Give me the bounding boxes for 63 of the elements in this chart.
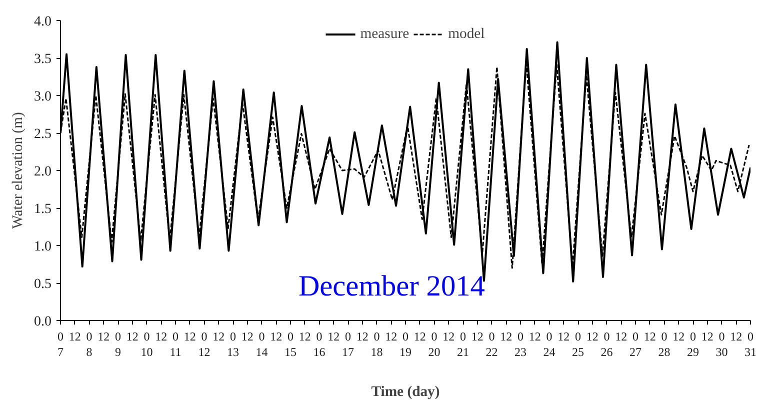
x-tick-label: 12: [615, 330, 628, 344]
y-tick-label: 0.0: [34, 314, 52, 330]
x-tick-label: 0 9: [115, 330, 121, 359]
x-tick-label: 12: [98, 330, 110, 344]
y-tick-label: 1.0: [34, 240, 52, 254]
x-tick-label: 0 8: [86, 330, 92, 359]
y-tick-label: 1.5: [34, 202, 52, 217]
x-tick-label: 12: [558, 330, 570, 344]
x-tick-label: 0 26: [600, 330, 613, 359]
y-tick-label: 3.5: [34, 52, 52, 67]
x-tick-label: 12: [212, 330, 225, 344]
x-tick-label: 12: [298, 330, 311, 344]
x-tick-label: 0 28: [658, 330, 670, 359]
x-tick-label: 0 11: [170, 330, 182, 359]
x-tick-label: 12: [471, 330, 484, 344]
x-tick-label: 12: [68, 330, 81, 344]
y-tick-label: 2.5: [34, 127, 52, 142]
x-tick-label: 12: [126, 330, 138, 344]
x-tick-label: 0 14: [256, 330, 268, 359]
x-tick-label: 12: [270, 330, 282, 344]
legend-label: model: [448, 26, 485, 42]
x-tick-label: 0 21: [457, 330, 469, 359]
x-tick-label: 0 19: [400, 330, 412, 359]
x-tick-label: 0 15: [284, 330, 296, 359]
y-tick-label: 0.5: [34, 277, 52, 292]
x-tick-label: 0 29: [687, 330, 699, 359]
x-tick-label: 12: [586, 330, 598, 344]
annotation: December 2014: [298, 270, 486, 302]
x-tick-label: 0 12: [198, 330, 210, 359]
x-tick-label: 0 22: [486, 330, 498, 359]
x-tick-label: 12: [414, 330, 426, 344]
x-tick-label: 0 13: [227, 330, 239, 359]
x-axis-title: Time (day): [371, 384, 440, 400]
y-axis-title: Water elevation (m): [10, 112, 26, 229]
x-tick-label: 12: [442, 330, 455, 344]
x-tick-label: 12: [500, 330, 512, 344]
x-tick-label: 0 27: [630, 330, 642, 359]
x-tick-label: 0 30: [716, 330, 728, 359]
y-tick-label: 4.0: [34, 14, 52, 30]
x-tick-label: 12: [701, 330, 714, 344]
x-tick-label: 12: [328, 330, 340, 344]
x-tick-label: 12: [672, 330, 685, 344]
x-tick-label: 12: [155, 330, 168, 344]
y-tick-label: 3.0: [34, 90, 52, 104]
x-tick-label: 12: [528, 330, 541, 344]
x-tick-label: 12: [356, 330, 368, 344]
x-tick-label: 12: [385, 330, 398, 344]
x-tick-label: 0 24: [543, 330, 556, 359]
legend-label: measure: [360, 26, 410, 42]
x-tick-label: 0 31: [744, 330, 756, 359]
x-tick-label: 12: [184, 330, 196, 344]
x-tick-label: 0 7: [58, 330, 64, 359]
x-tick-label: 12: [241, 330, 254, 344]
x-tick-label: 0 16: [313, 330, 326, 359]
y-tick-label: 2.0: [34, 164, 52, 180]
x-tick-label: 0 25: [572, 330, 584, 359]
x-tick-label: 0 10: [140, 330, 153, 359]
x-tick-label: 0 23: [514, 330, 526, 359]
x-tick-label: 0 20: [428, 330, 440, 359]
x-tick-label: 0 18: [370, 330, 383, 359]
x-tick-label: 0 17: [342, 330, 354, 359]
x-tick-label: 12: [644, 330, 656, 344]
x-tick-label: 12: [730, 330, 742, 344]
